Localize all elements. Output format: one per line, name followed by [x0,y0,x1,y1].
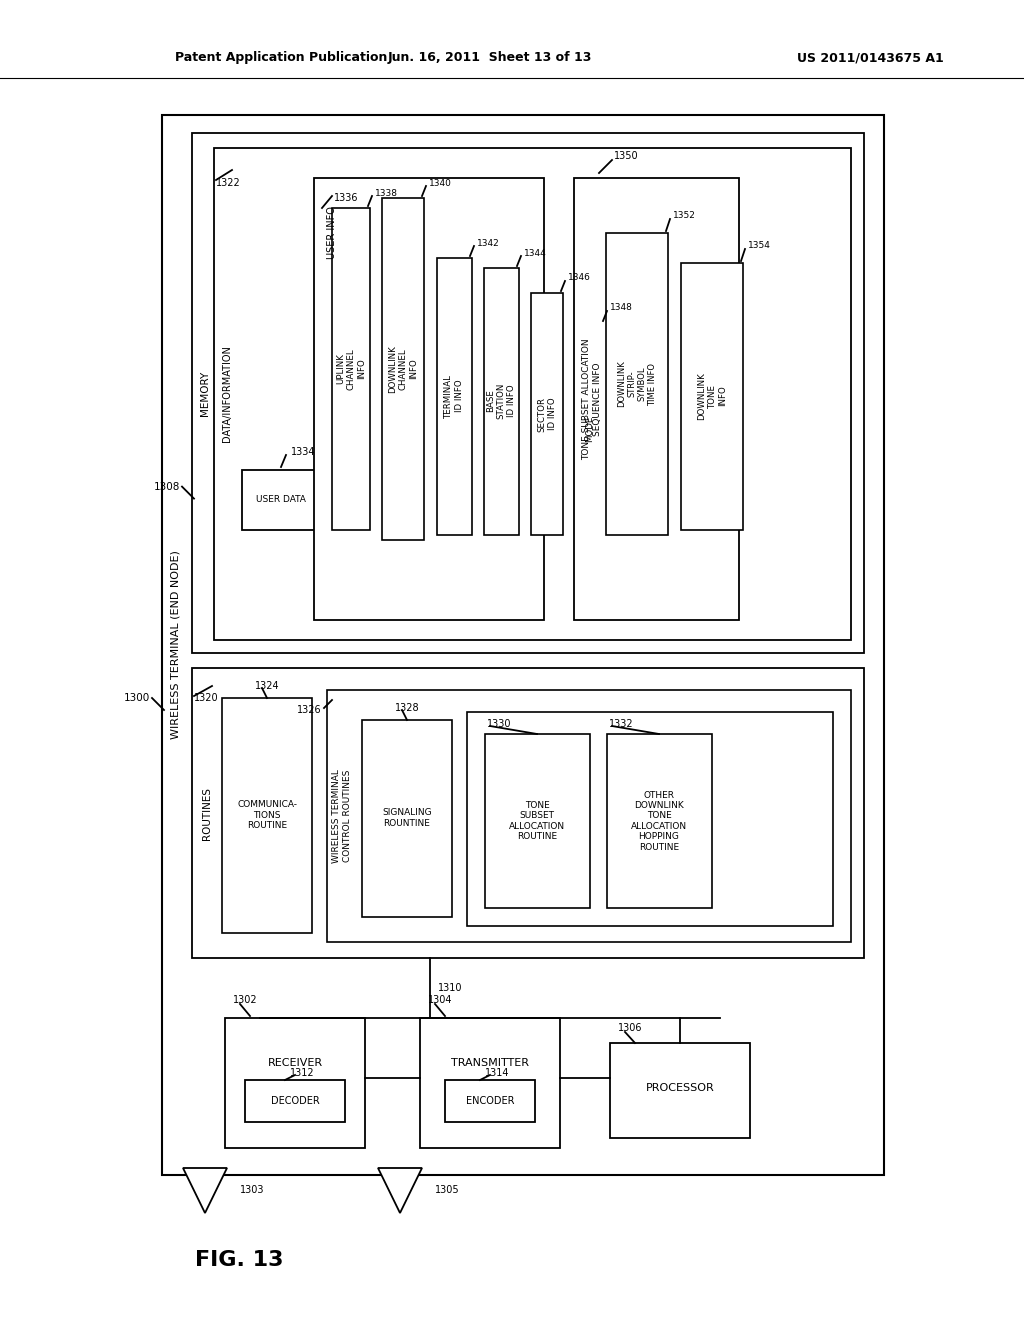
Bar [332,209,370,531]
Text: DOWNLINK
STRIP-
SYMBOL
TIME INFO: DOWNLINK STRIP- SYMBOL TIME INFO [616,360,657,408]
Bar [225,1018,365,1148]
Bar [531,293,563,535]
Bar [214,148,851,640]
Bar [245,1080,345,1122]
Text: SIGNALING
ROUNTINE: SIGNALING ROUNTINE [382,808,432,828]
Text: 1332: 1332 [609,719,634,729]
Text: 1314: 1314 [485,1068,510,1078]
Text: ENCODER: ENCODER [466,1096,514,1106]
Bar [420,1018,560,1148]
Bar [162,115,884,1175]
Bar [574,178,739,620]
Bar [606,234,668,535]
Bar [193,133,864,653]
Text: DATA/INFORMATION: DATA/INFORMATION [222,346,232,442]
Text: 1344: 1344 [524,248,547,257]
Bar [485,734,590,908]
Text: UPLINK
CHANNEL
INFO: UPLINK CHANNEL INFO [336,348,366,389]
Bar [314,178,544,620]
Text: ROUTINES: ROUTINES [202,787,212,840]
Bar [681,263,743,531]
Text: 1334: 1334 [291,447,315,457]
Bar [575,323,605,535]
Text: MODE: MODE [586,416,595,442]
Bar [242,470,319,531]
Text: 1346: 1346 [568,273,591,282]
Bar [445,1080,535,1122]
Text: COMMUNICA-
TIONS
ROUTINE: COMMUNICA- TIONS ROUTINE [237,800,297,830]
Text: OTHER
DOWNLINK
TONE
ALLOCATION
HOPPING
ROUTINE: OTHER DOWNLINK TONE ALLOCATION HOPPING R… [631,791,687,851]
Text: Patent Application Publication: Patent Application Publication [175,51,387,65]
Text: 1352: 1352 [673,210,696,219]
Bar [467,711,833,927]
Text: 1328: 1328 [394,704,419,713]
Text: 1350: 1350 [614,150,639,161]
Text: 1305: 1305 [435,1185,460,1195]
Text: 1308: 1308 [154,482,180,491]
Bar [222,698,312,933]
Text: 1310: 1310 [438,983,463,993]
Text: DOWNLINK
CHANNEL
INFO: DOWNLINK CHANNEL INFO [388,345,418,393]
Bar [610,1043,750,1138]
Bar [362,719,452,917]
Text: 1300: 1300 [124,693,150,704]
Text: SECTOR
ID INFO: SECTOR ID INFO [538,396,557,432]
Text: 1302: 1302 [233,995,258,1005]
Text: USER DATA: USER DATA [256,495,306,504]
Polygon shape [378,1168,422,1213]
Text: 1324: 1324 [255,681,280,690]
Text: DECODER: DECODER [270,1096,319,1106]
Text: FIG. 13: FIG. 13 [195,1250,284,1270]
Text: TERMINAL
ID INFO: TERMINAL ID INFO [444,374,464,418]
Text: BASE
STATION
ID INFO: BASE STATION ID INFO [486,383,516,420]
Text: 1336: 1336 [334,193,358,203]
Text: 1354: 1354 [748,240,771,249]
Text: DOWNLINK
TONE
INFO: DOWNLINK TONE INFO [697,372,727,420]
Text: 1330: 1330 [487,719,512,729]
Text: 1326: 1326 [297,705,322,715]
Text: 1312: 1312 [290,1068,314,1078]
Text: 1320: 1320 [194,693,219,704]
Text: 1322: 1322 [216,178,241,187]
Text: TONE SUBSET ALLOCATION
SEQUENCE INFO: TONE SUBSET ALLOCATION SEQUENCE INFO [583,338,602,459]
Bar [193,668,864,958]
Polygon shape [183,1168,227,1213]
Bar [484,268,519,535]
Text: US 2011/0143675 A1: US 2011/0143675 A1 [797,51,943,65]
Text: Jun. 16, 2011  Sheet 13 of 13: Jun. 16, 2011 Sheet 13 of 13 [388,51,592,65]
Text: 1340: 1340 [429,178,452,187]
Bar [437,257,472,535]
Text: WIRELESS TERMINAL
CONTROL ROUTINES: WIRELESS TERMINAL CONTROL ROUTINES [333,770,351,863]
Text: 1304: 1304 [428,995,453,1005]
Text: TONE
SUBSET
ALLOCATION
ROUTINE: TONE SUBSET ALLOCATION ROUTINE [509,801,565,841]
Bar [327,690,851,942]
Text: 1348: 1348 [610,304,633,313]
Bar [382,198,424,540]
Text: 1303: 1303 [240,1185,264,1195]
Bar [607,734,712,908]
Text: TRANSMITTER: TRANSMITTER [451,1059,529,1068]
Text: 1338: 1338 [375,189,398,198]
Text: 1342: 1342 [477,239,500,248]
Text: WIRELESS TERMINAL (END NODE): WIRELESS TERMINAL (END NODE) [171,550,181,739]
Text: MEMORY: MEMORY [200,371,210,416]
Text: 1306: 1306 [618,1023,642,1034]
Text: RECEIVER: RECEIVER [267,1059,323,1068]
Text: PROCESSOR: PROCESSOR [645,1082,715,1093]
Text: USER INFO: USER INFO [327,206,337,260]
